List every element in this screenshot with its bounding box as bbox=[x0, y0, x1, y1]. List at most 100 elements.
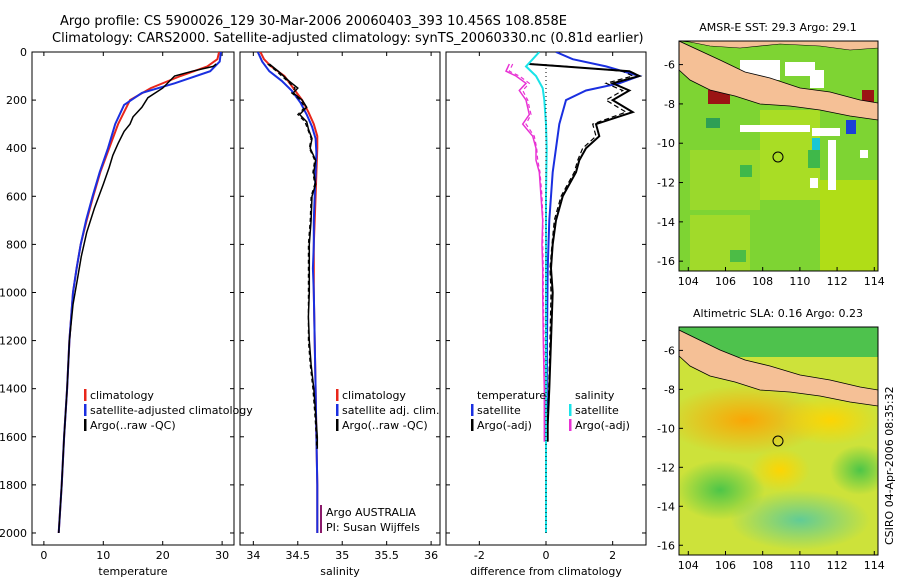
salinity-legend-label: satellite adj. clim. bbox=[342, 404, 439, 417]
salinity-axes-frame bbox=[239, 51, 441, 546]
sst-field-patch bbox=[690, 215, 750, 271]
sla-map-y-tick-label: -14 bbox=[657, 500, 675, 513]
temperature-x-tick-label: 10 bbox=[96, 549, 110, 562]
sst-missing-cloud bbox=[860, 150, 868, 158]
sst-field-patch bbox=[808, 150, 820, 168]
difference-series-group bbox=[505, 52, 643, 533]
sst-map-title: AMSR-E SST: 29.3 Argo: 29.1 bbox=[699, 21, 857, 34]
timestamp-label: CSIRO 04-Apr-2006 08:35:32 bbox=[883, 386, 896, 545]
temperature-legend-swatch bbox=[84, 404, 87, 416]
difference-series-line-5 bbox=[508, 63, 546, 442]
sla-map-y-tick-label: -10 bbox=[657, 422, 675, 435]
difference-series-line-4 bbox=[505, 63, 546, 442]
temperature-series-group bbox=[57, 52, 222, 534]
temperature-y-tick-label: 1400 bbox=[0, 383, 27, 396]
salinity-legend-swatch bbox=[336, 389, 339, 401]
sst-map-y-tick-label: -14 bbox=[657, 216, 675, 229]
sst-missing-cloud bbox=[812, 128, 840, 136]
salinity-legend-label: Argo(..raw -QC) bbox=[342, 419, 428, 432]
temperature-y-tick-label: 200 bbox=[6, 94, 27, 107]
sst-map-x-tick-label: 106 bbox=[715, 275, 736, 288]
salinity-annotation: Argo AUSTRALIA bbox=[326, 506, 416, 519]
sst-missing-cloud bbox=[810, 70, 824, 88]
salinity-legend-swatch bbox=[336, 419, 339, 431]
sla-map-x-tick-label: 104 bbox=[678, 559, 699, 572]
difference-series-line-2 bbox=[532, 63, 635, 442]
salinity-x-tick-label: 35 bbox=[335, 549, 349, 562]
sla-field-blob bbox=[780, 395, 878, 445]
temperature-y-tick-label: 800 bbox=[6, 238, 27, 251]
difference-panel: -2 0 2 difference from climatology temperatu… bbox=[445, 51, 647, 578]
sst-field-patch bbox=[706, 118, 720, 128]
sst-land-borneo bbox=[679, 41, 878, 51]
temperature-x-tick-label: 20 bbox=[156, 549, 170, 562]
sst-map-y-tick-label: -12 bbox=[657, 177, 675, 190]
difference-series-line-0 bbox=[545, 52, 643, 413]
temperature-y-tick-label: 1200 bbox=[0, 335, 27, 348]
sst-map: AMSR-E SST: 29.3 Argo: 29.1 bbox=[657, 21, 885, 288]
sst-missing-cloud bbox=[785, 62, 815, 76]
temperature-x-axis-label: temperature bbox=[98, 565, 167, 578]
sst-cool-spot bbox=[846, 120, 856, 134]
sst-missing-cloud bbox=[810, 178, 818, 188]
difference-x-tick-label: -2 bbox=[474, 549, 485, 562]
sst-missing-cloud bbox=[828, 140, 836, 190]
difference-legend-swatch bbox=[471, 419, 474, 431]
temperature-y-tick-label: 1800 bbox=[0, 479, 27, 492]
sst-map-x-tick-label: 104 bbox=[678, 275, 699, 288]
sla-map-x-tick-label: 112 bbox=[827, 559, 848, 572]
temperature-x-tick-label: 30 bbox=[215, 549, 229, 562]
difference-x-tick-label: 2 bbox=[609, 549, 616, 562]
sla-field-blob bbox=[750, 448, 810, 492]
sst-field-patch bbox=[730, 250, 746, 262]
difference-legend-swatch bbox=[471, 404, 474, 416]
argo-location-marker bbox=[772, 435, 784, 447]
sla-field-blob bbox=[679, 385, 825, 455]
difference-series-line-1 bbox=[529, 63, 643, 442]
sla-map-y-tick-label: -6 bbox=[664, 344, 675, 357]
sst-map-y-tick-label: -6 bbox=[664, 59, 675, 72]
salinity-x-tick-label: 36 bbox=[424, 549, 438, 562]
difference-legend-swatch bbox=[569, 404, 572, 416]
difference-legend-label: salinity bbox=[575, 389, 615, 402]
temperature-legend-label: Argo(..raw -QC) bbox=[90, 419, 176, 432]
sst-map-x-tick-label: 114 bbox=[864, 275, 885, 288]
difference-legend-label: temperature bbox=[477, 389, 546, 402]
figure-title-line2: Climatology: CARS2000. Satellite-adjuste… bbox=[52, 31, 644, 46]
salinity-legend-swatch bbox=[336, 404, 339, 416]
sla-map-frame bbox=[678, 326, 879, 556]
temperature-series-line-0 bbox=[57, 52, 221, 534]
salinity-series-line-2 bbox=[268, 63, 319, 449]
temperature-panel: 0 10 20 30 temperature 0 200 400 600 800 1000 1200 1… bbox=[0, 46, 253, 578]
sst-map-x-tick-label: 110 bbox=[789, 275, 810, 288]
sla-map-y-tick-label: -12 bbox=[657, 461, 675, 474]
salinity-series-line-1 bbox=[256, 52, 319, 533]
difference-series-line-3 bbox=[524, 52, 548, 533]
temperature-y-tick-label: 400 bbox=[6, 142, 27, 155]
sla-land-java bbox=[679, 329, 878, 407]
difference-x-axis-label: difference from climatology bbox=[470, 565, 622, 578]
difference-legend-label: Argo(-adj) bbox=[575, 419, 630, 432]
salinity-annotation: PI: Susan Wijffels bbox=[326, 521, 420, 534]
sst-map-y-tick-label: -10 bbox=[657, 137, 675, 150]
difference-x-tick-label: 0 bbox=[543, 549, 550, 562]
sla-map-title: Altimetric SLA: 0.16 Argo: 0.23 bbox=[693, 307, 863, 320]
sst-land-java bbox=[679, 41, 878, 121]
salinity-series-group bbox=[256, 52, 319, 533]
difference-legend-label: satellite bbox=[575, 404, 619, 417]
sst-field-patch bbox=[740, 165, 752, 177]
sst-missing-cloud bbox=[740, 125, 810, 132]
temperature-y-tick-label: 0 bbox=[20, 46, 27, 59]
sla-map-y-tick-label: -8 bbox=[664, 383, 675, 396]
salinity-series-line-3 bbox=[267, 63, 317, 449]
sla-map-x-tick-label: 108 bbox=[752, 559, 773, 572]
sst-cool-spot bbox=[812, 138, 820, 150]
sst-map-x-tick-label: 112 bbox=[827, 275, 848, 288]
temperature-series-line-1 bbox=[57, 52, 222, 534]
salinity-panel: 34 34.5 35 35.5 36 salinity climatology satelli… bbox=[239, 51, 441, 578]
temperature-x-tick-label: 0 bbox=[40, 549, 47, 562]
temperature-legend-swatch bbox=[84, 419, 87, 431]
salinity-x-tick-label: 34.5 bbox=[286, 549, 311, 562]
argo-location-marker bbox=[772, 151, 784, 163]
